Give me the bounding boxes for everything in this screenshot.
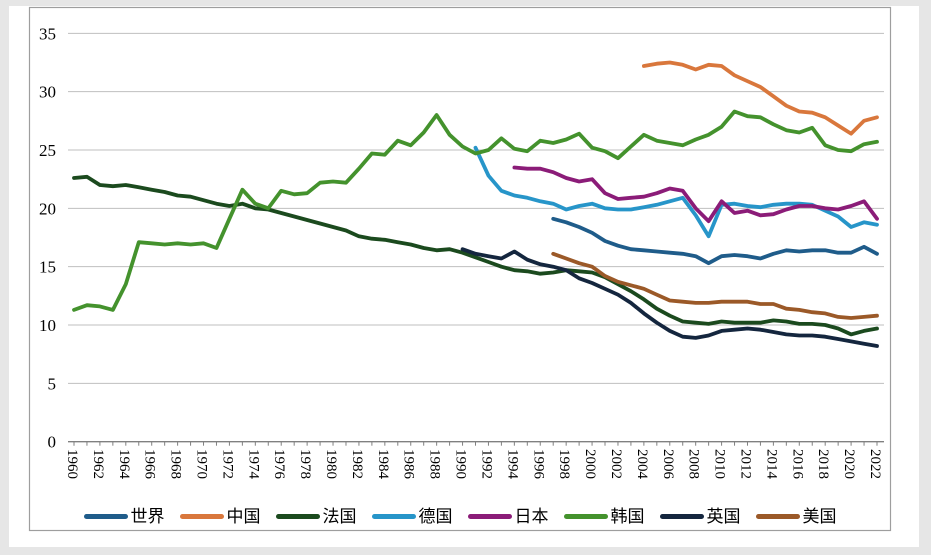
x-tick-label-2016: 2016 xyxy=(789,449,805,480)
legend-swatch-usa xyxy=(755,513,800,519)
x-tick-label-2002: 2002 xyxy=(608,449,624,479)
x-tick-label-2010: 2010 xyxy=(712,449,728,479)
x-tick-label-1986: 1986 xyxy=(401,449,417,480)
x-tick-label-2014: 2014 xyxy=(763,449,779,480)
x-tick-label-1982: 1982 xyxy=(349,449,365,479)
y-tick-label-25: 25 xyxy=(39,141,56,160)
legend-item-world: 世界 xyxy=(83,506,165,526)
x-tick-label-2022: 2022 xyxy=(867,449,883,479)
x-tick-label-1972: 1972 xyxy=(219,449,235,479)
x-tick-label-2012: 2012 xyxy=(737,449,753,479)
x-tick-label-1966: 1966 xyxy=(142,449,158,480)
x-tick-label-1996: 1996 xyxy=(530,449,546,480)
series-line-world xyxy=(551,216,879,266)
x-tick-label-1968: 1968 xyxy=(168,449,184,479)
legend-item-korea: 韩国 xyxy=(563,506,645,526)
legend-item-uk: 英国 xyxy=(659,506,741,526)
x-axis-ticks xyxy=(73,441,878,446)
legend-label-china: 中国 xyxy=(226,506,261,526)
legend-item-china: 中国 xyxy=(179,506,261,526)
y-tick-label-5: 5 xyxy=(48,374,57,393)
x-tick-label-2000: 2000 xyxy=(582,449,598,479)
x-tick-label-1984: 1984 xyxy=(375,449,391,480)
legend-swatch-japan xyxy=(467,513,512,519)
y-axis-labels: 0 5 10 15 20 25 30 35 xyxy=(39,24,56,451)
y-tick-label-35: 35 xyxy=(39,24,56,43)
legend-label-world: 世界 xyxy=(130,506,165,526)
y-tick-label-30: 30 xyxy=(39,83,56,102)
legend-label-usa: 美国 xyxy=(802,506,837,526)
x-tick-label-1992: 1992 xyxy=(478,449,494,479)
y-tick-label-15: 15 xyxy=(39,258,56,277)
legend-label-japan: 日本 xyxy=(514,506,549,526)
legend-label-france: 法国 xyxy=(322,506,357,526)
x-tick-label-1978: 1978 xyxy=(297,449,313,479)
x-tick-label-2018: 2018 xyxy=(815,449,831,479)
x-axis-labels: 1960 1962 1964 1966 1968 1970 1972 1974 1976 1978… xyxy=(64,449,883,480)
x-tick-label-2008: 2008 xyxy=(686,449,702,479)
legend-label-germany: 德国 xyxy=(418,506,453,526)
legend-swatch-germany xyxy=(371,513,416,519)
page-edge-left xyxy=(0,0,9,555)
legend-label-korea: 韩国 xyxy=(610,506,645,526)
x-tick-label-1998: 1998 xyxy=(556,449,572,479)
legend-item-usa: 美国 xyxy=(755,506,837,526)
x-tick-label-2004: 2004 xyxy=(634,449,650,480)
series-lines xyxy=(72,60,879,348)
chart-legend: 世界 中国 法国 德国 日本 韩国 英国 美国 xyxy=(29,502,891,530)
legend-swatch-korea xyxy=(563,513,608,519)
legend-label-uk: 英国 xyxy=(706,506,741,526)
series-line-france xyxy=(72,174,879,337)
x-tick-label-2020: 2020 xyxy=(841,449,857,479)
page-edge-top xyxy=(0,0,931,6)
y-tick-label-10: 10 xyxy=(39,316,56,335)
x-tick-label-1994: 1994 xyxy=(504,449,520,480)
x-tick-label-1988: 1988 xyxy=(427,449,443,479)
series-line-japan xyxy=(512,165,879,224)
y-tick-label-0: 0 xyxy=(48,433,57,452)
x-tick-label-1964: 1964 xyxy=(116,449,132,480)
page-edge-bottom xyxy=(0,547,931,555)
y-tick-label-20: 20 xyxy=(39,199,56,218)
legend-swatch-china xyxy=(179,513,224,519)
x-tick-label-1974: 1974 xyxy=(245,449,261,480)
legend-swatch-france xyxy=(275,513,320,519)
series-line-korea xyxy=(72,109,879,312)
x-tick-label-1980: 1980 xyxy=(323,449,339,479)
legend-item-japan: 日本 xyxy=(467,506,549,526)
x-tick-label-1962: 1962 xyxy=(90,449,106,479)
legend-swatch-uk xyxy=(659,513,704,519)
legend-item-france: 法国 xyxy=(275,506,357,526)
x-tick-label-1976: 1976 xyxy=(271,449,287,480)
x-tick-label-1990: 1990 xyxy=(453,449,469,479)
x-tick-label-1970: 1970 xyxy=(194,449,210,479)
legend-item-germany: 德国 xyxy=(371,506,453,526)
x-tick-label-1960: 1960 xyxy=(64,449,80,479)
page-edge-right xyxy=(919,0,931,555)
series-line-china xyxy=(642,60,879,136)
series-line-uk xyxy=(460,247,879,348)
series-line-usa xyxy=(551,251,879,320)
legend-swatch-world xyxy=(83,513,128,519)
x-tick-label-2006: 2006 xyxy=(660,449,676,480)
